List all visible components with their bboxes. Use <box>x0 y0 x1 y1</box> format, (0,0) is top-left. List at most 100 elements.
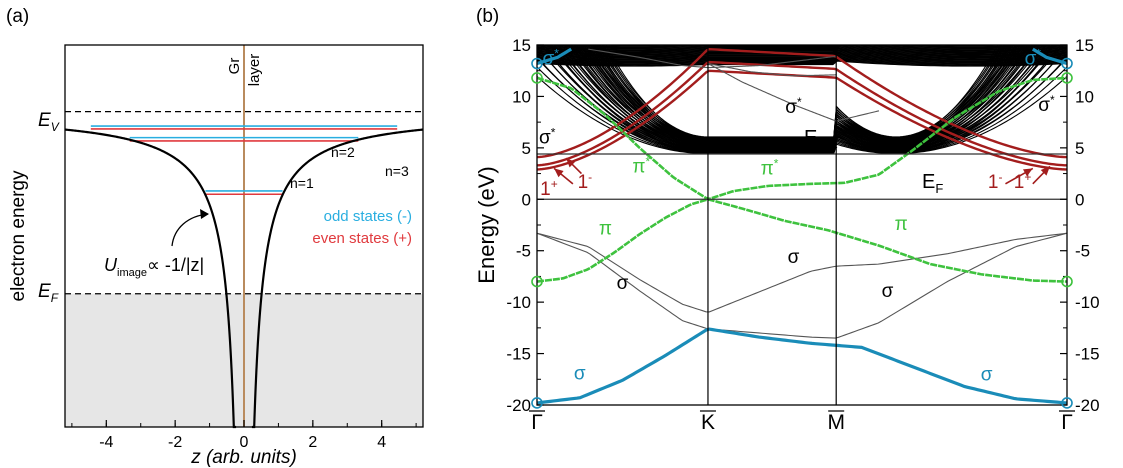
thin-band <box>537 232 1067 339</box>
panel-b-y-axis-label: Energy (eV) <box>474 166 499 283</box>
band-sigma-series <box>537 47 573 66</box>
band-label: σ <box>981 364 993 385</box>
panel-b-high-symmetry-lines <box>707 45 837 405</box>
band-label: 1+ <box>1014 170 1032 193</box>
panel-b-image-state-arrows <box>553 157 1051 185</box>
potential-formula-sub: image <box>117 267 147 279</box>
band-pi-series <box>537 198 1067 283</box>
band-label: 1- <box>988 170 1003 193</box>
gamma-point-marker <box>1061 275 1073 288</box>
band-label: σ <box>617 273 629 294</box>
band-label: σ <box>788 247 800 268</box>
bulk-continuum-band <box>537 47 1067 54</box>
panel-b-y-tick-label-right: -5 <box>1075 242 1090 261</box>
panel-b-y-tick-label-left: -10 <box>506 293 531 312</box>
band-label: π <box>599 218 612 239</box>
panel-a-label: (a) <box>6 6 29 27</box>
potential-formula-lead: U <box>104 255 118 275</box>
panel-a-ev-label: EV <box>38 110 60 134</box>
band-label: π* <box>761 157 779 180</box>
panel-b-reference-levels <box>537 153 1067 200</box>
gamma-point-marker <box>1061 57 1073 70</box>
bulk-continuum-band <box>537 48 1067 55</box>
panel-b-ef-label-main: E <box>922 171 935 193</box>
bulk-continuum-band <box>537 45 1067 52</box>
panel-a-image-potential <box>64 128 424 429</box>
band-label: σ* <box>785 95 802 118</box>
panel-a-x-axis: -4 -2 0 2 4 <box>71 420 417 451</box>
panel-a-image-states <box>90 125 398 196</box>
panel-b-y-tick-label-right: 5 <box>1075 139 1084 158</box>
bulk-continuum-band <box>537 45 1067 50</box>
band-label: σ* <box>542 47 559 70</box>
panel-a-y-axis-label: electron energy <box>8 170 29 301</box>
panel-b-evac-label: Evac <box>804 127 838 152</box>
panel-b-y-tick-label-left: -20 <box>506 396 531 415</box>
panel-a-x-tick-label: 0 <box>240 434 249 451</box>
state-label-n3: n=3 <box>385 163 409 179</box>
panel-b-evac-label-sub: vac <box>817 137 838 152</box>
image-state-arrowhead <box>1023 168 1033 177</box>
gamma-point-marker <box>531 72 543 84</box>
panel-b-y-tick-label-right: -20 <box>1075 396 1100 415</box>
panel-b-y-tick-label-left: -5 <box>516 242 531 261</box>
potential-formula-tail: ∝ -1/|z| <box>147 255 204 275</box>
bulk-continuum-band <box>537 59 1067 66</box>
panel-b-y-tick-label-left: 5 <box>522 139 531 158</box>
bulk-continuum-band <box>537 53 1067 60</box>
panel-b-y-tick-label-left: -15 <box>506 345 531 364</box>
thin-band <box>707 62 837 77</box>
band-label: σ <box>882 281 894 302</box>
bulk-continuum-band <box>602 45 1002 138</box>
panel-a-ev-label-main: E <box>38 110 51 131</box>
panel-b-band-labels: σ* σ* σ* σ* σ* π* π* π π σ σ σ σ σ 1- 1+ 1- 1+ <box>539 47 1055 386</box>
band-label: σ* <box>1025 47 1042 70</box>
legend-odd-states: odd states (-) <box>324 208 412 225</box>
panel-b-y-tick-label-right: 10 <box>1075 87 1094 106</box>
bulk-continuum-band <box>537 58 1067 65</box>
bulk-continuum-band <box>537 58 1067 66</box>
panel-b-gamma-endpoints <box>531 57 1073 409</box>
panel-a-x-axis-label: z (arb. units) <box>190 447 297 468</box>
band-label: 1- <box>578 170 593 193</box>
band-label: σ <box>574 363 586 384</box>
panel-b-y-tick-label-left: 0 <box>522 190 531 209</box>
bulk-continuum-band <box>537 53 1067 61</box>
bulk-continuum-band <box>590 45 1014 142</box>
gamma-point-marker <box>1061 72 1073 84</box>
image-state-arrowhead <box>566 158 576 168</box>
gamma-point-marker <box>531 275 543 288</box>
state-label-n2: n=2 <box>331 144 355 160</box>
panel-a-x-tick-label: 2 <box>308 434 317 451</box>
bulk-continuum-band <box>537 52 1067 59</box>
image-state-band <box>537 47 1067 159</box>
bulk-continuum-band <box>537 45 1067 52</box>
panel-a-x-tick-label: -2 <box>168 434 182 451</box>
thin-band <box>707 63 880 122</box>
potential-formula: Uimage∝ -1/|z| <box>104 255 204 279</box>
image-state-arrowhead <box>554 168 564 178</box>
panel-a-layer-label: layer <box>246 54 263 87</box>
state-label-n1: n=1 <box>290 175 314 191</box>
panel-a-gr-label: Gr <box>226 58 243 75</box>
band-label: 1+ <box>540 177 558 200</box>
band-pi-series <box>537 76 1067 201</box>
panel-b: (b) -20 -20 -15 -15 -10 -10 -5 -5 0 0 5 5 10 10 15 15 Γ… <box>474 6 1100 434</box>
panel-a-x-tick-label: -4 <box>99 434 113 451</box>
panel-b-y-tick-label-left: 15 <box>512 36 531 55</box>
band-sigma-star-right <box>1031 47 1067 66</box>
panel-b-y-tick-label-left: 10 <box>512 87 531 106</box>
kpath-label: M <box>827 411 845 434</box>
band-label: π <box>895 214 908 235</box>
panel-a-ef-label-main: E <box>38 281 51 302</box>
gamma-point-marker <box>1061 397 1073 409</box>
bulk-continuum-band <box>537 60 1067 67</box>
image-state-arrowhead <box>1040 166 1050 176</box>
panel-b-y-tick-label-right: -10 <box>1075 293 1100 312</box>
band-label: π* <box>632 155 650 178</box>
bulk-continuum-band <box>537 55 1067 62</box>
panel-b-label: (b) <box>476 6 499 27</box>
panel-a-ef-label-sub: F <box>51 291 59 305</box>
